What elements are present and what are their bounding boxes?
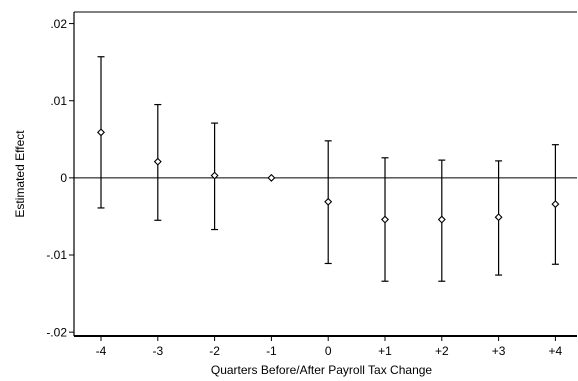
x-tick-label: +3: [492, 344, 506, 358]
x-tick-label: +1: [378, 344, 392, 358]
point-estimate-marker: [381, 215, 389, 224]
y-tick-label: -.02: [46, 325, 67, 339]
y-tick-label: -.01: [46, 248, 67, 262]
y-tick-label: .02: [50, 17, 67, 31]
x-tick-label: -1: [266, 344, 277, 358]
x-tick-label: -4: [96, 344, 107, 358]
point-estimate-marker: [210, 171, 219, 180]
point-estimate-marker: [97, 128, 105, 137]
plot-area: .02 .01 0 -.01 -.02 -4 -3 -2 -1 0 +1 +2 +3 +4: [46, 11, 577, 358]
y-axis-title: Estimated Effect: [13, 130, 27, 218]
point-estimate-marker: [494, 213, 503, 222]
x-tick-label: +4: [549, 344, 563, 358]
y-tick-label: 0: [60, 171, 67, 185]
x-tick-label: +2: [435, 344, 449, 358]
x-tick-label: 0: [325, 344, 332, 358]
point-estimate-marker: [324, 197, 333, 206]
x-tick-label: -2: [209, 344, 220, 358]
x-axis-title: Quarters Before/After Payroll Tax Change: [211, 363, 433, 377]
point-estimate-marker: [437, 215, 446, 224]
point-estimate-marker: [153, 157, 162, 166]
y-tick-label: .01: [50, 94, 67, 108]
x-tick-label: -3: [152, 344, 163, 358]
point-estimate-marker: [551, 200, 560, 209]
point-estimate-marker: [267, 173, 276, 182]
